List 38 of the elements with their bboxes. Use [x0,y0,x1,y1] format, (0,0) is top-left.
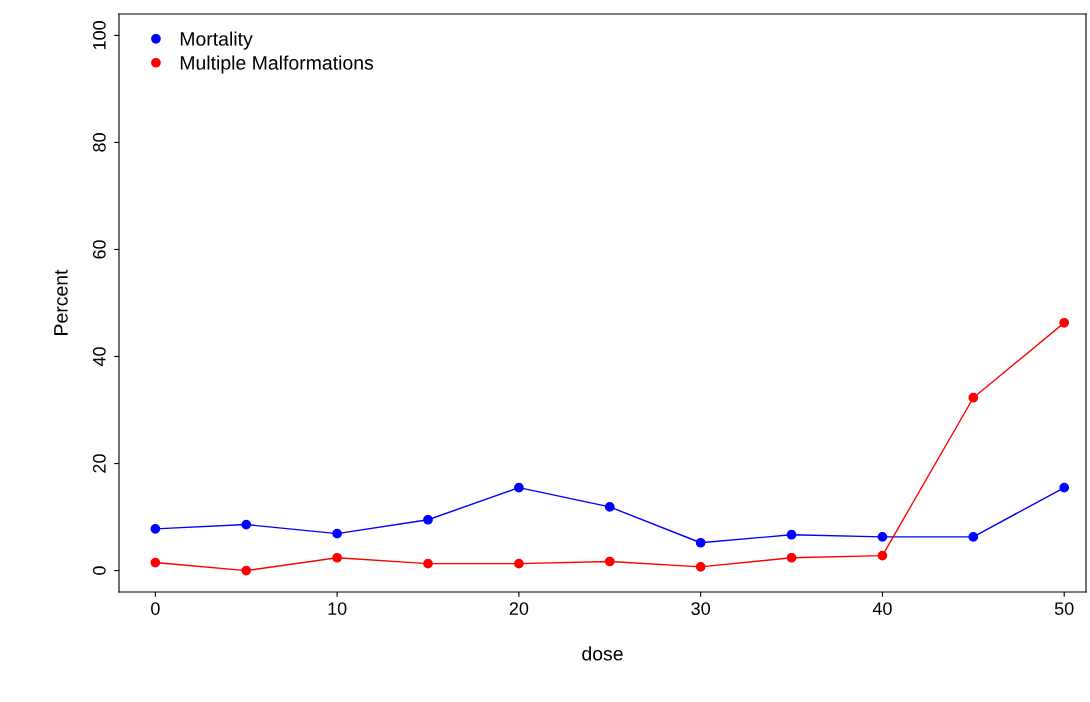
point [332,552,342,563]
y-tick-label: 20 [92,454,106,473]
point [150,557,161,568]
legend-label: Multiple Malformations [180,55,374,74]
point [423,558,433,569]
point [241,519,252,530]
x-tick-label: 10 [328,602,347,615]
x-tick-label: 40 [872,602,892,615]
y-tick-label: 60 [92,240,106,259]
point [1059,482,1070,493]
y-tick-label: 0 [92,566,106,575]
point [514,482,524,493]
point [604,556,615,567]
point [514,558,524,569]
point [423,514,433,525]
y-tick-label: 40 [92,347,106,367]
point [241,565,252,576]
point [150,523,161,534]
x-tick-label: 0 [151,602,160,615]
x-tick-label: 50 [1054,602,1074,615]
point [877,550,888,561]
point [968,392,979,403]
point [968,532,979,542]
x-tick-label: 30 [691,602,710,615]
point [695,561,706,572]
point [786,529,797,540]
legend-label: Mortality [180,31,253,50]
x-axis-title: dose [582,646,623,661]
point [695,537,706,548]
point [877,532,888,542]
point [332,528,342,539]
point [786,552,797,563]
y-tick-label: 100 [92,21,106,50]
y-axis-title: Percent [54,269,68,335]
y-tick-label: 80 [92,133,106,152]
point [604,502,615,512]
x-tick-label: 20 [509,602,529,615]
point [1059,317,1070,328]
